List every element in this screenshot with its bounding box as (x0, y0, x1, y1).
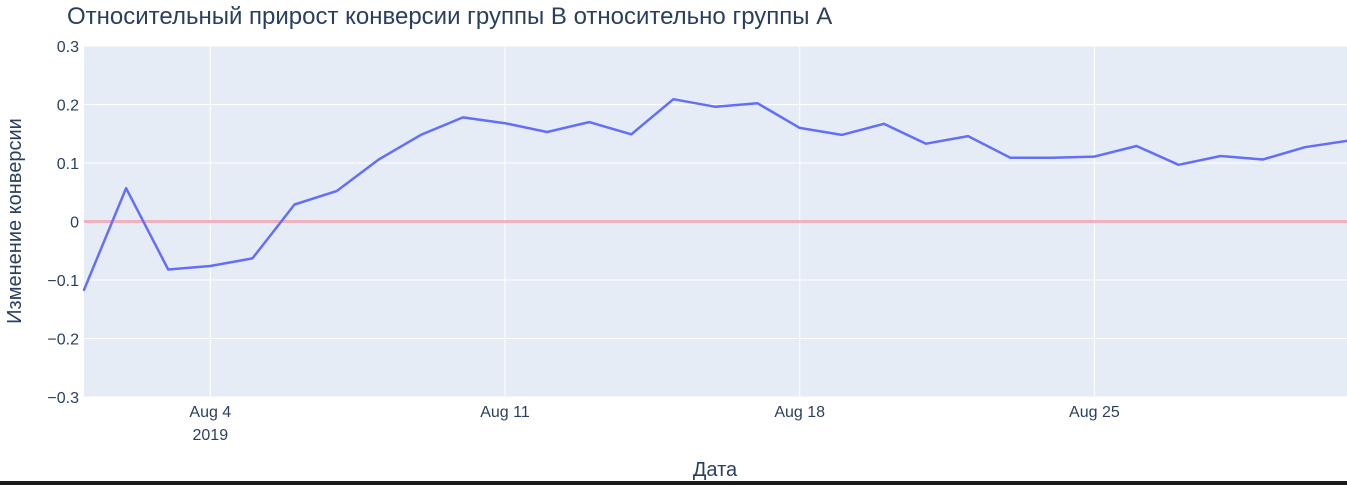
x-tick-label: Aug 11 (480, 404, 530, 421)
y-tick-label: 0.1 (57, 156, 79, 173)
x-axis-label: Дата (693, 459, 738, 481)
y-tick-label: −0.3 (47, 390, 79, 407)
y-tick-label: −0.2 (47, 332, 79, 349)
x-tick-label: Aug 4 (189, 404, 231, 421)
y-axis-label: Изменение конверсии (4, 118, 26, 324)
series-line-0[interactable] (82, 97, 1347, 292)
series-layer (82, 97, 1347, 292)
bottom-border-bar (0, 481, 1347, 485)
y-tick-label: 0.3 (57, 39, 79, 56)
x-tick-label: Aug 18 (774, 404, 825, 421)
x-axis-ticks: Aug 4 2019 Aug 11 Aug 18 Aug 25 (189, 404, 1119, 444)
y-axis-ticks: 0.3 0.2 0.1 0 −0.1 −0.2 −0.3 (47, 39, 79, 407)
y-tick-label: −0.1 (47, 273, 79, 290)
x-tick-year-label: 2019 (193, 427, 229, 444)
chart-title: Относительный прирост конверсии группы B… (67, 3, 832, 30)
y-tick-label: 0 (70, 215, 79, 232)
y-tick-label: 0.2 (57, 98, 79, 115)
x-tick-label: Aug 25 (1069, 404, 1120, 421)
